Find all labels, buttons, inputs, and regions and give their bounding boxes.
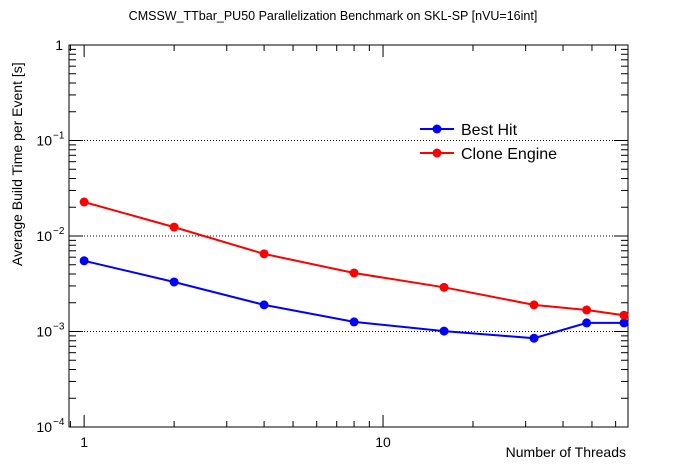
y-tick-label-exponent: −4 [53, 417, 65, 428]
y-tick-label: 1 [55, 37, 63, 53]
data-point [529, 300, 539, 310]
data-point [582, 305, 592, 315]
data-point [259, 249, 269, 259]
y-tick-label: 10 [36, 133, 52, 149]
legend-label: Clone Engine [461, 146, 557, 163]
y-tick-label: 10 [36, 324, 52, 340]
x-axis-label: Number of Threads [506, 444, 626, 460]
data-point [349, 317, 359, 327]
chart-title: CMSSW_TTbar_PU50 Parallelization Benchma… [129, 9, 538, 23]
series-clone-engine [79, 197, 629, 320]
data-point [582, 318, 592, 328]
data-point [259, 300, 269, 310]
y-tick-label: 10 [36, 228, 52, 244]
data-point [619, 318, 629, 328]
y-tick-label: 10 [36, 419, 52, 435]
data-point [79, 256, 89, 266]
grid [69, 140, 628, 332]
legend-marker [432, 148, 442, 158]
x-tick-label: 10 [375, 434, 391, 450]
series-best-hit [79, 256, 629, 343]
legend: Best Hit Clone Engine [420, 122, 557, 163]
data-point [169, 222, 179, 232]
data-point [79, 197, 89, 207]
data-point [439, 326, 449, 336]
axes: 110 −110 −210 −310 −41 10 [36, 37, 629, 450]
legend-label: Best Hit [461, 122, 518, 139]
y-axis-label: Average Build Time per Event [s] [9, 62, 25, 266]
data-point [439, 282, 449, 292]
data-point [619, 310, 629, 320]
series-group [79, 197, 629, 343]
series-line [83, 259, 624, 340]
data-point [169, 277, 179, 287]
x-tick-label: 1 [80, 434, 88, 450]
legend-marker [432, 124, 442, 134]
series-line [83, 201, 625, 317]
y-tick-label-exponent: −3 [53, 322, 65, 333]
y-tick-label-exponent: −2 [53, 226, 65, 237]
y-tick-label-exponent: −1 [53, 131, 65, 142]
data-point [529, 333, 539, 343]
data-point [349, 268, 359, 278]
